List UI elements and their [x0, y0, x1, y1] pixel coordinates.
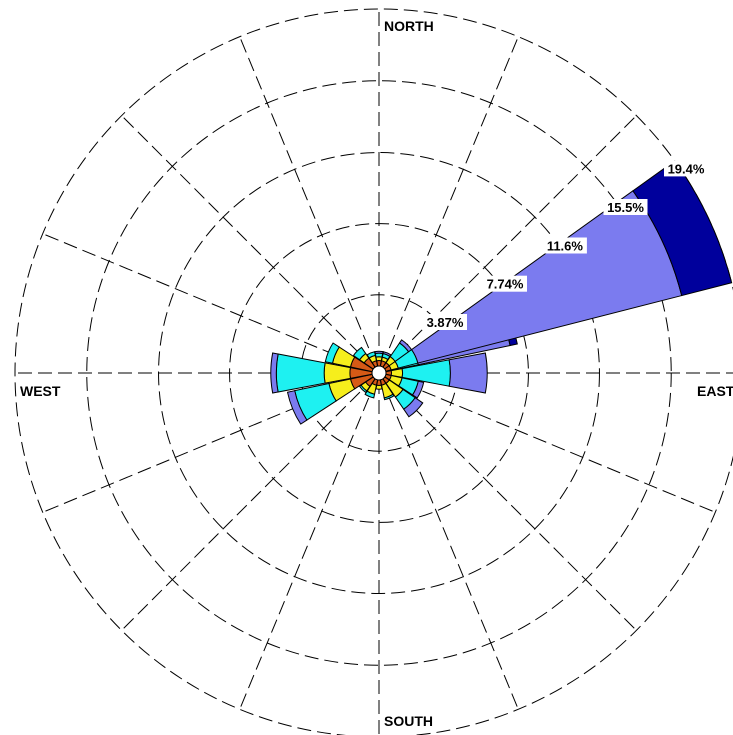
- ring-label-text: 3.87%: [427, 315, 464, 330]
- wedge-segment-n-class-4: [374, 350, 384, 355]
- center-hub: [371, 365, 387, 381]
- wedge-segment-s-class-2: [375, 384, 383, 390]
- grid-spoke: [381, 379, 520, 711]
- grid-spoke: [120, 114, 375, 369]
- ring-labels: 3.87% 7.74% 11.6% 15.5% 19.4%: [423, 160, 708, 330]
- east-label: EAST: [697, 383, 733, 399]
- ring-label-bg: [483, 275, 527, 292]
- wedge-segment-wsw-class-4: [286, 390, 308, 425]
- wedge-segment-extra-0-class-4: [410, 190, 683, 364]
- grid-spoke: [238, 379, 377, 711]
- wedge-segment-w-class-4: [270, 352, 279, 394]
- wedge-segment-e-class-4: [448, 352, 488, 394]
- wedge-segment-wnw-class-3: [324, 342, 340, 364]
- wind-rose-wedges: [270, 160, 733, 425]
- ring-label-text: 19.4%: [668, 161, 705, 176]
- wedge-segment-nw-class-3: [352, 346, 367, 361]
- ring-label-text: 15.5%: [607, 200, 644, 215]
- grid-spoke: [238, 35, 377, 367]
- cardinal-labels: NORTH EAST SOUTH WEST: [20, 18, 733, 729]
- wedge-segment-nnw-class-3: [366, 351, 376, 359]
- ring-label-2: 7.74%: [483, 275, 527, 292]
- ring-label-3: 11.6%: [542, 237, 587, 254]
- grid-spoke: [41, 232, 373, 371]
- ring-label-bg: [603, 199, 648, 215]
- grid-spoke: [383, 377, 638, 632]
- ring-label-4: 15.5%: [603, 199, 648, 215]
- wedge-segment-se-class-4: [403, 397, 424, 418]
- grid-spoke: [385, 375, 717, 514]
- ring-label-bg: [423, 314, 467, 330]
- ring-label-bg: [664, 160, 708, 177]
- wedge-segment-ese-class-4: [411, 380, 425, 399]
- south-label: SOUTH: [384, 713, 433, 729]
- ring-label-text: 11.6%: [547, 239, 584, 254]
- grid-ring: [14, 8, 733, 735]
- north-label: NORTH: [384, 18, 434, 34]
- grid-spoke: [120, 377, 375, 632]
- ring-label-bg: [542, 237, 587, 254]
- ring-label-1: 3.87%: [423, 314, 467, 330]
- west-label: WEST: [20, 383, 61, 399]
- wedge-segment-sse-class-3: [383, 393, 395, 401]
- ring-label-text: 7.74%: [487, 277, 524, 292]
- ring-label-5: 19.4%: [664, 160, 708, 177]
